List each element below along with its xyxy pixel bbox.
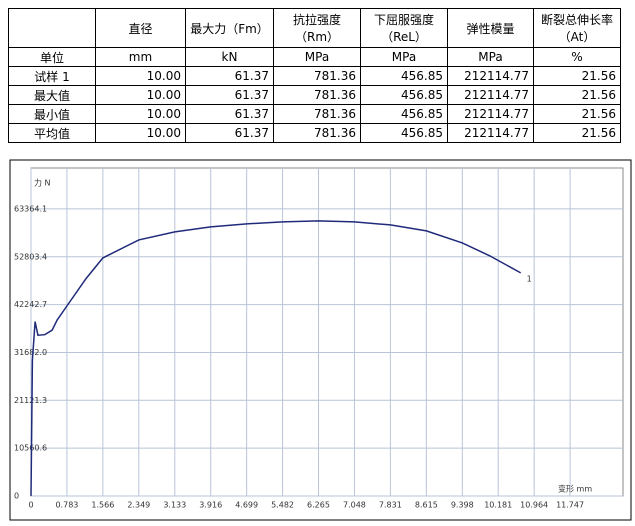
x-tick-label: 1.566	[91, 501, 114, 510]
table-cell: MPa	[447, 47, 534, 67]
table-cell: 781.36	[273, 66, 361, 86]
x-tick-label: 0.783	[55, 501, 78, 510]
table-cell: 212114.77	[447, 66, 534, 86]
result-table: 直径 最大力（Fm） 抗拉强度（Rm） 下屈服强度（ReL） 弹性模量 断裂总伸长率（At…	[8, 8, 621, 143]
x-tick-label: 5.482	[271, 501, 294, 510]
curve-label: 1	[527, 274, 532, 283]
table-cell: 781.36	[273, 104, 361, 124]
x-tick-label: 6.265	[307, 501, 330, 510]
x-tick-label: 3.916	[199, 501, 222, 510]
table-cell: 最大值	[8, 85, 96, 105]
table-cell: 21.56	[533, 66, 621, 86]
x-tick-label: 10.181	[484, 501, 512, 510]
y-tick-label: 10560.6	[14, 444, 47, 453]
y-tick-label: 42242.7	[14, 300, 47, 309]
x-tick-label: 11.747	[556, 501, 584, 510]
y-tick-label: 31682.0	[14, 348, 47, 357]
table-cell: 212114.77	[447, 85, 534, 105]
table-cell: 781.36	[273, 123, 361, 143]
table-cell: 212114.77	[447, 104, 534, 124]
y-tick-label: 21121.3	[14, 396, 47, 405]
table-row: 试样 1 10.00 61.37 781.36 456.85 212114.77 21.56	[8, 66, 621, 86]
x-tick-label: 2.349	[127, 501, 150, 510]
table-cell: 10.00	[95, 123, 186, 143]
y-axis-label: 力 N	[34, 178, 51, 188]
table-cell: 试样 1	[8, 66, 96, 86]
table-cell: 21.56	[533, 123, 621, 143]
x-tick-label: 7.048	[343, 501, 366, 510]
table-cell: 456.85	[360, 85, 448, 105]
x-tick-label: 4.699	[235, 501, 258, 510]
x-tick-label: 10.964	[520, 501, 548, 510]
table-cell: 21.56	[533, 85, 621, 105]
table-cell: 平均值	[8, 123, 96, 143]
table-cell: 61.37	[185, 123, 274, 143]
force-curve	[30, 220, 522, 497]
chart-frame	[9, 159, 632, 521]
x-tick-label: 0	[28, 501, 33, 510]
y-tick-label: 52803.4	[14, 252, 47, 261]
x-tick-label: 7.831	[379, 501, 402, 510]
table-cell: 456.85	[360, 123, 448, 143]
y-tick-label: 0	[14, 492, 19, 501]
x-tick-label: 8.615	[415, 501, 438, 510]
table-cell: 最小值	[8, 104, 96, 124]
table-cell: 断裂总伸长率（At）	[533, 8, 621, 48]
table-cell: 10.00	[95, 85, 186, 105]
table-cell: 212114.77	[447, 123, 534, 143]
table-row: 平均值 10.00 61.37 781.36 456.85 212114.77 21.56	[8, 123, 621, 143]
table-cell: 抗拉强度（Rm）	[273, 8, 361, 48]
y-tick-label: 63364.1	[14, 204, 47, 213]
x-axis-label: 变形 mm	[558, 484, 592, 494]
x-tick-label: 3.133	[163, 501, 186, 510]
x-tick-label: 9.398	[451, 501, 474, 510]
